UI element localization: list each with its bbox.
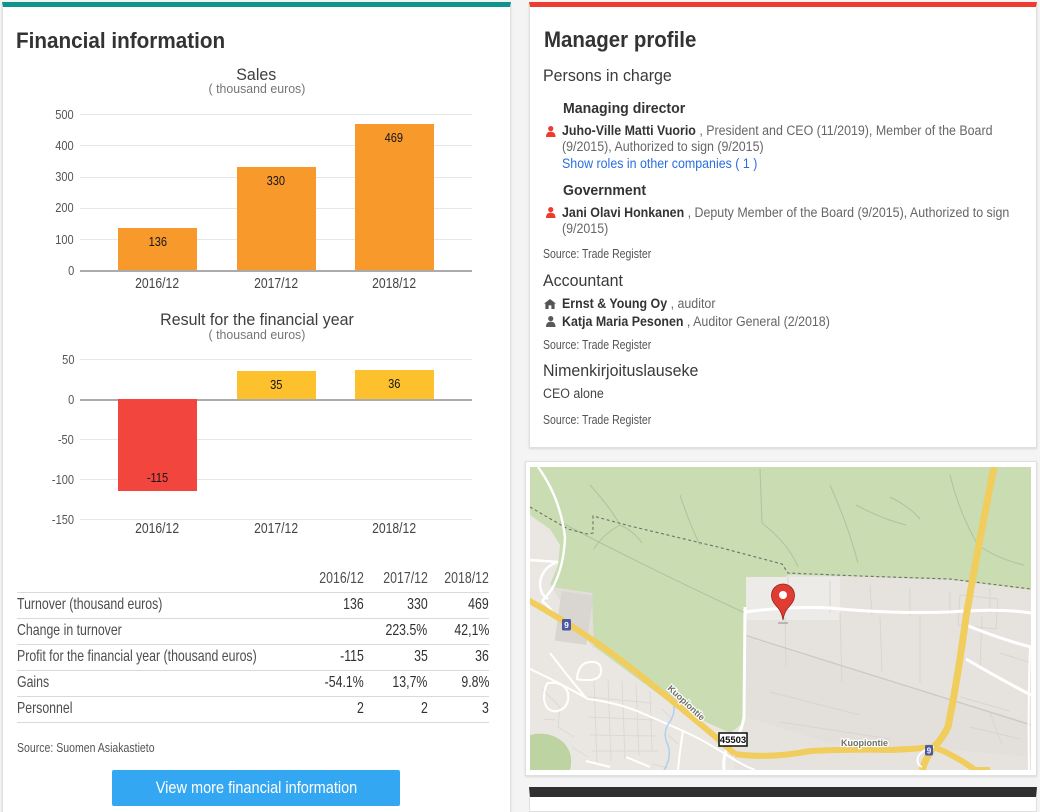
svg-text:9: 9: [564, 620, 569, 630]
svg-text:45503: 45503: [720, 735, 746, 746]
svg-text:Kuopiontie: Kuopiontie: [841, 738, 888, 748]
svg-text:9: 9: [927, 747, 932, 756]
